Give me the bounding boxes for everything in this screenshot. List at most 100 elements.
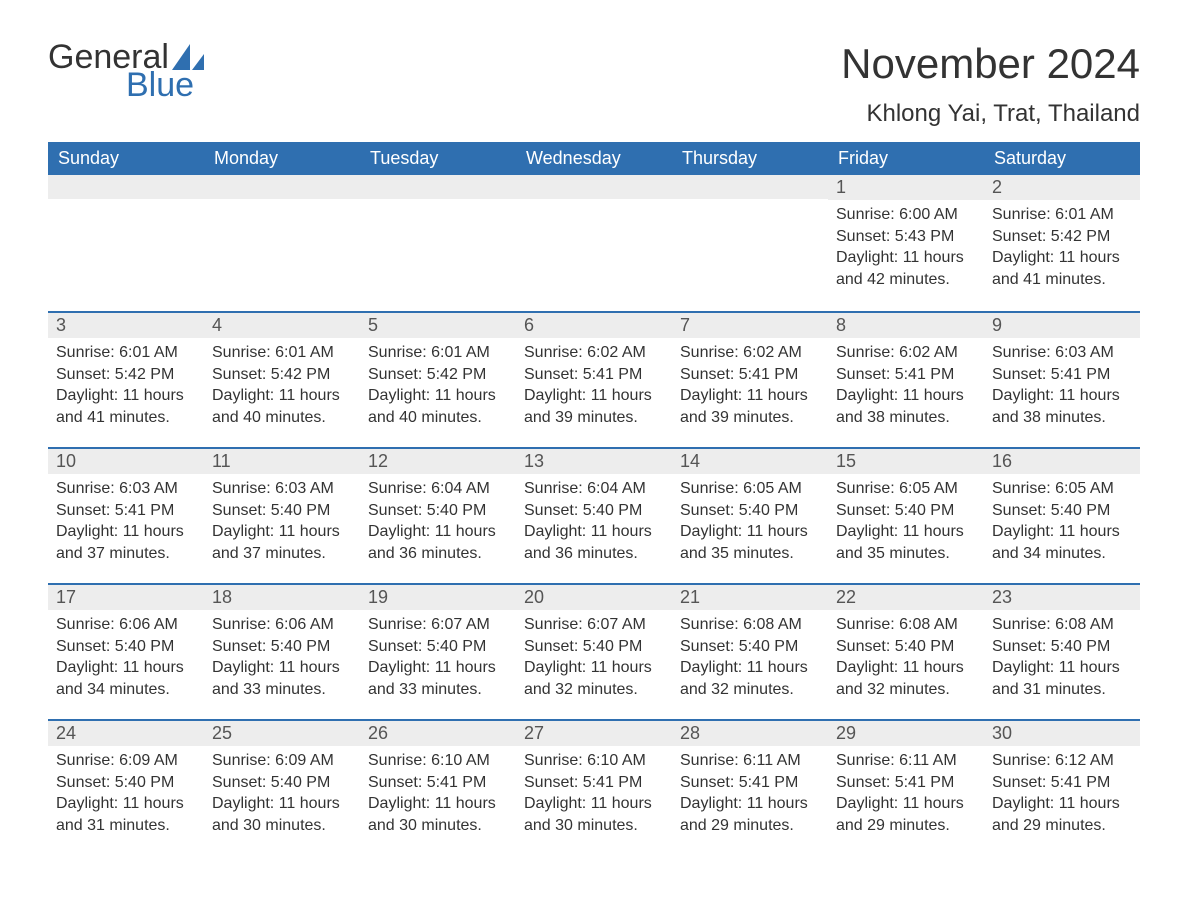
sunrise-text: Sunrise: 6:11 AM: [680, 750, 820, 772]
daylight-text-1: Daylight: 11 hours: [524, 385, 664, 407]
daylight-text-1: Daylight: 11 hours: [524, 657, 664, 679]
day-cell: [672, 175, 828, 311]
titles: November 2024 Khlong Yai, Trat, Thailand: [841, 40, 1140, 128]
week-row: 10Sunrise: 6:03 AMSunset: 5:41 PMDayligh…: [48, 447, 1140, 583]
daylight-text-1: Daylight: 11 hours: [56, 521, 196, 543]
daylight-text-2: and 33 minutes.: [368, 679, 508, 701]
day-info: Sunrise: 6:09 AMSunset: 5:40 PMDaylight:…: [56, 750, 196, 836]
day-number: 5: [360, 313, 516, 338]
sunrise-text: Sunrise: 6:07 AM: [524, 614, 664, 636]
sunset-text: Sunset: 5:41 PM: [836, 364, 976, 386]
daylight-text-1: Daylight: 11 hours: [836, 385, 976, 407]
daylight-text-2: and 32 minutes.: [680, 679, 820, 701]
day-info: Sunrise: 6:04 AMSunset: 5:40 PMDaylight:…: [524, 478, 664, 564]
daylight-text-1: Daylight: 11 hours: [680, 793, 820, 815]
sunrise-text: Sunrise: 6:03 AM: [212, 478, 352, 500]
day-info: Sunrise: 6:08 AMSunset: 5:40 PMDaylight:…: [680, 614, 820, 700]
day-cell: 17Sunrise: 6:06 AMSunset: 5:40 PMDayligh…: [48, 585, 204, 719]
day-cell: 20Sunrise: 6:07 AMSunset: 5:40 PMDayligh…: [516, 585, 672, 719]
sunrise-text: Sunrise: 6:08 AM: [836, 614, 976, 636]
day-info: Sunrise: 6:09 AMSunset: 5:40 PMDaylight:…: [212, 750, 352, 836]
day-info: Sunrise: 6:11 AMSunset: 5:41 PMDaylight:…: [680, 750, 820, 836]
sunrise-text: Sunrise: 6:09 AM: [212, 750, 352, 772]
day-number: 11: [204, 449, 360, 474]
day-cell: 7Sunrise: 6:02 AMSunset: 5:41 PMDaylight…: [672, 313, 828, 447]
daylight-text-1: Daylight: 11 hours: [368, 385, 508, 407]
daylight-text-2: and 34 minutes.: [56, 679, 196, 701]
day-info: Sunrise: 6:05 AMSunset: 5:40 PMDaylight:…: [680, 478, 820, 564]
daylight-text-1: Daylight: 11 hours: [836, 247, 976, 269]
sunrise-text: Sunrise: 6:01 AM: [56, 342, 196, 364]
sunset-text: Sunset: 5:41 PM: [836, 772, 976, 794]
daylight-text-2: and 30 minutes.: [524, 815, 664, 837]
daylight-text-2: and 36 minutes.: [524, 543, 664, 565]
day-cell: 2Sunrise: 6:01 AMSunset: 5:42 PMDaylight…: [984, 175, 1140, 311]
sunrise-text: Sunrise: 6:12 AM: [992, 750, 1132, 772]
day-cell: 6Sunrise: 6:02 AMSunset: 5:41 PMDaylight…: [516, 313, 672, 447]
day-cell: 27Sunrise: 6:10 AMSunset: 5:41 PMDayligh…: [516, 721, 672, 855]
day-info: Sunrise: 6:05 AMSunset: 5:40 PMDaylight:…: [836, 478, 976, 564]
sunrise-text: Sunrise: 6:03 AM: [56, 478, 196, 500]
daylight-text-2: and 29 minutes.: [680, 815, 820, 837]
calendar: Sunday Monday Tuesday Wednesday Thursday…: [48, 142, 1140, 855]
sunrise-text: Sunrise: 6:05 AM: [992, 478, 1132, 500]
sunrise-text: Sunrise: 6:11 AM: [836, 750, 976, 772]
day-cell: 4Sunrise: 6:01 AMSunset: 5:42 PMDaylight…: [204, 313, 360, 447]
day-cell: 18Sunrise: 6:06 AMSunset: 5:40 PMDayligh…: [204, 585, 360, 719]
day-info: Sunrise: 6:00 AMSunset: 5:43 PMDaylight:…: [836, 204, 976, 290]
dow-saturday: Saturday: [984, 142, 1140, 175]
day-cell: 28Sunrise: 6:11 AMSunset: 5:41 PMDayligh…: [672, 721, 828, 855]
week-row: 1Sunrise: 6:00 AMSunset: 5:43 PMDaylight…: [48, 175, 1140, 311]
daylight-text-2: and 38 minutes.: [836, 407, 976, 429]
day-cell: 1Sunrise: 6:00 AMSunset: 5:43 PMDaylight…: [828, 175, 984, 311]
header: General Blue November 2024 Khlong Yai, T…: [48, 40, 1140, 128]
sunrise-text: Sunrise: 6:02 AM: [836, 342, 976, 364]
daylight-text-2: and 42 minutes.: [836, 269, 976, 291]
day-number: 30: [984, 721, 1140, 746]
day-info: Sunrise: 6:03 AMSunset: 5:40 PMDaylight:…: [212, 478, 352, 564]
sunrise-text: Sunrise: 6:04 AM: [524, 478, 664, 500]
sunrise-text: Sunrise: 6:01 AM: [368, 342, 508, 364]
day-cell: 21Sunrise: 6:08 AMSunset: 5:40 PMDayligh…: [672, 585, 828, 719]
day-number: 8: [828, 313, 984, 338]
sunset-text: Sunset: 5:42 PM: [212, 364, 352, 386]
day-number: 27: [516, 721, 672, 746]
day-number: 18: [204, 585, 360, 610]
sunrise-text: Sunrise: 6:00 AM: [836, 204, 976, 226]
day-info: Sunrise: 6:06 AMSunset: 5:40 PMDaylight:…: [56, 614, 196, 700]
day-info: Sunrise: 6:01 AMSunset: 5:42 PMDaylight:…: [992, 204, 1132, 290]
daylight-text-1: Daylight: 11 hours: [836, 793, 976, 815]
sunset-text: Sunset: 5:40 PM: [212, 636, 352, 658]
daylight-text-1: Daylight: 11 hours: [212, 385, 352, 407]
sunrise-text: Sunrise: 6:09 AM: [56, 750, 196, 772]
sunset-text: Sunset: 5:41 PM: [992, 772, 1132, 794]
sunset-text: Sunset: 5:41 PM: [680, 772, 820, 794]
day-number: 7: [672, 313, 828, 338]
sunset-text: Sunset: 5:42 PM: [368, 364, 508, 386]
sunset-text: Sunset: 5:40 PM: [836, 636, 976, 658]
daylight-text-2: and 37 minutes.: [212, 543, 352, 565]
month-title: November 2024: [841, 40, 1140, 88]
daylight-text-1: Daylight: 11 hours: [992, 657, 1132, 679]
daylight-text-2: and 39 minutes.: [680, 407, 820, 429]
day-number: [672, 175, 828, 199]
day-number: [360, 175, 516, 199]
daylight-text-2: and 40 minutes.: [212, 407, 352, 429]
daylight-text-1: Daylight: 11 hours: [212, 521, 352, 543]
daylight-text-2: and 32 minutes.: [524, 679, 664, 701]
day-number: 3: [48, 313, 204, 338]
day-info: Sunrise: 6:12 AMSunset: 5:41 PMDaylight:…: [992, 750, 1132, 836]
day-cell: [360, 175, 516, 311]
daylight-text-2: and 32 minutes.: [836, 679, 976, 701]
day-number: 16: [984, 449, 1140, 474]
daylight-text-1: Daylight: 11 hours: [368, 521, 508, 543]
day-info: Sunrise: 6:01 AMSunset: 5:42 PMDaylight:…: [212, 342, 352, 428]
daylight-text-2: and 30 minutes.: [368, 815, 508, 837]
daylight-text-1: Daylight: 11 hours: [524, 793, 664, 815]
daylight-text-1: Daylight: 11 hours: [368, 793, 508, 815]
location-subtitle: Khlong Yai, Trat, Thailand: [841, 100, 1140, 128]
sunset-text: Sunset: 5:40 PM: [524, 636, 664, 658]
sunset-text: Sunset: 5:40 PM: [368, 636, 508, 658]
dow-friday: Friday: [828, 142, 984, 175]
week-row: 24Sunrise: 6:09 AMSunset: 5:40 PMDayligh…: [48, 719, 1140, 855]
